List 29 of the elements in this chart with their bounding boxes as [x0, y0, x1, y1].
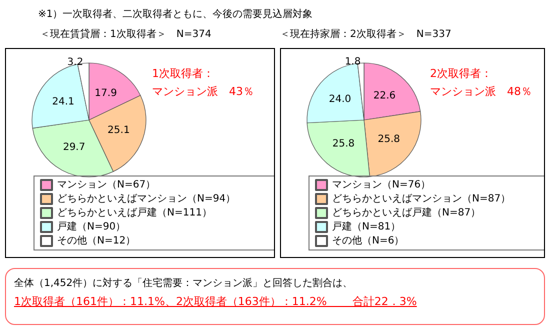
- data-label: 25.8: [378, 134, 400, 145]
- text: 全体（1,452件）に対する「住宅需要：マンション派」と回答した割合は、: [14, 276, 353, 290]
- data-label: 17.9: [94, 88, 117, 99]
- chart-title: ＜現在持家層：2次取得者＞ N=337: [280, 28, 452, 41]
- data-label: 22.6: [373, 90, 396, 102]
- legend-label: 戸建（N=81）: [332, 220, 401, 232]
- data-label: 25.1: [108, 125, 130, 136]
- legend-label: どちらかといえば戸建（N=87）: [332, 206, 481, 218]
- text: ※1）一次取得者、二次取得者ともに、今後の需要見込層対象: [38, 8, 313, 21]
- legend-label: 戸建（N=90）: [57, 220, 126, 232]
- legend-label: マンション（N=67）: [57, 180, 156, 190]
- legend-label: どちらかといえばマンション（N=87）: [332, 194, 511, 204]
- data-label: 24.0: [328, 94, 352, 106]
- text: 1次取得者（161件）：11.1%、2次取得者（163件）：11.2% 合計22．3%: [14, 294, 417, 309]
- text: マンション派 43％: [152, 84, 254, 99]
- text: マンション派 48％: [430, 84, 532, 99]
- legend-label: どちらかといえば戸建（N=111）: [57, 206, 212, 218]
- legend-label: マンション（N=76）: [332, 180, 431, 190]
- data-label: 29.7: [62, 142, 86, 154]
- data-label: 25.8: [332, 138, 355, 150]
- chart-title: ＜現在賃貸層：1次取得者＞ N=374: [40, 28, 212, 41]
- data-label: 3.2: [67, 56, 84, 68]
- data-label: 24.1: [52, 96, 74, 108]
- text: 1次取得者：: [152, 66, 214, 81]
- data-label: 1.8: [344, 56, 361, 68]
- legend-label: その他（N=6）: [332, 234, 404, 246]
- legend-label: その他（N=12）: [57, 234, 136, 246]
- text: 2次取得者：: [430, 66, 492, 81]
- legend-label: どちらかといえばマンション（N=94）: [57, 194, 236, 204]
